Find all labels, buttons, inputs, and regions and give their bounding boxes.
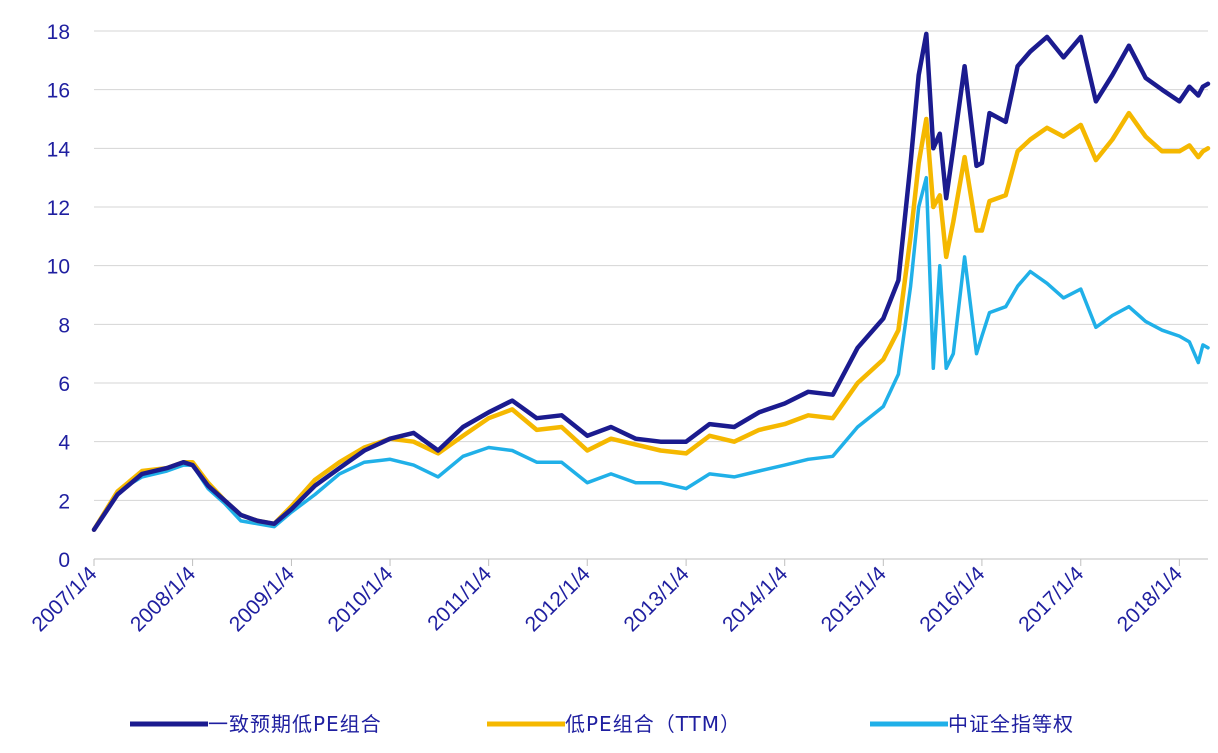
gridlines [94, 30, 1208, 501]
y-tick-label: 12 [47, 197, 70, 220]
y-tick-label: 8 [58, 314, 70, 337]
y-tick-label: 0 [58, 549, 70, 572]
y-tick-label: 14 [47, 138, 71, 161]
x-tick-label: 2016/1/4 [915, 562, 989, 636]
legend-label: 低PE组合（TTM） [565, 712, 741, 736]
y-axis: 0 2 4 6 8 10 12 14 16 18 [47, 21, 71, 572]
x-tick-label: 2015/1/4 [817, 562, 891, 636]
x-tick-label: 2013/1/4 [620, 562, 694, 636]
x-tick-label: 2018/1/4 [1113, 562, 1187, 636]
legend-label: 一致预期低PE组合 [208, 712, 382, 736]
x-tick-label: 2017/1/4 [1014, 562, 1088, 636]
x-tick-label: 2007/1/4 [27, 562, 101, 636]
series-line-consensus-low-pe [91, 31, 1211, 532]
legend-label: 中证全指等权 [948, 712, 1074, 736]
y-tick-label: 2 [58, 490, 70, 513]
x-axis: 2007/1/4 2008/1/4 2009/1/4 2010/1/4 2011/1/4… [27, 558, 1208, 636]
x-tick-label: 2008/1/4 [126, 562, 200, 636]
x-tick-label: 2011/1/4 [423, 562, 496, 635]
y-tick-label: 4 [58, 432, 70, 455]
legend: 一致预期低PE组合 低PE组合（TTM） 中证全指等权 [130, 712, 1074, 736]
x-tick-label: 2012/1/4 [521, 562, 595, 636]
series-line-csi-all-equal-weight [92, 175, 1210, 532]
series-lines [91, 31, 1211, 532]
y-tick-label: 6 [58, 373, 70, 396]
y-tick-label: 10 [47, 256, 70, 279]
x-tick-label: 2010/1/4 [324, 562, 398, 636]
y-tick-label: 16 [47, 80, 70, 103]
y-tick-label: 18 [47, 21, 70, 44]
x-tick-label: 2014/1/4 [718, 562, 792, 636]
x-tick-label: 2009/1/4 [225, 562, 299, 636]
series-line-low-pe-ttm [91, 110, 1211, 532]
